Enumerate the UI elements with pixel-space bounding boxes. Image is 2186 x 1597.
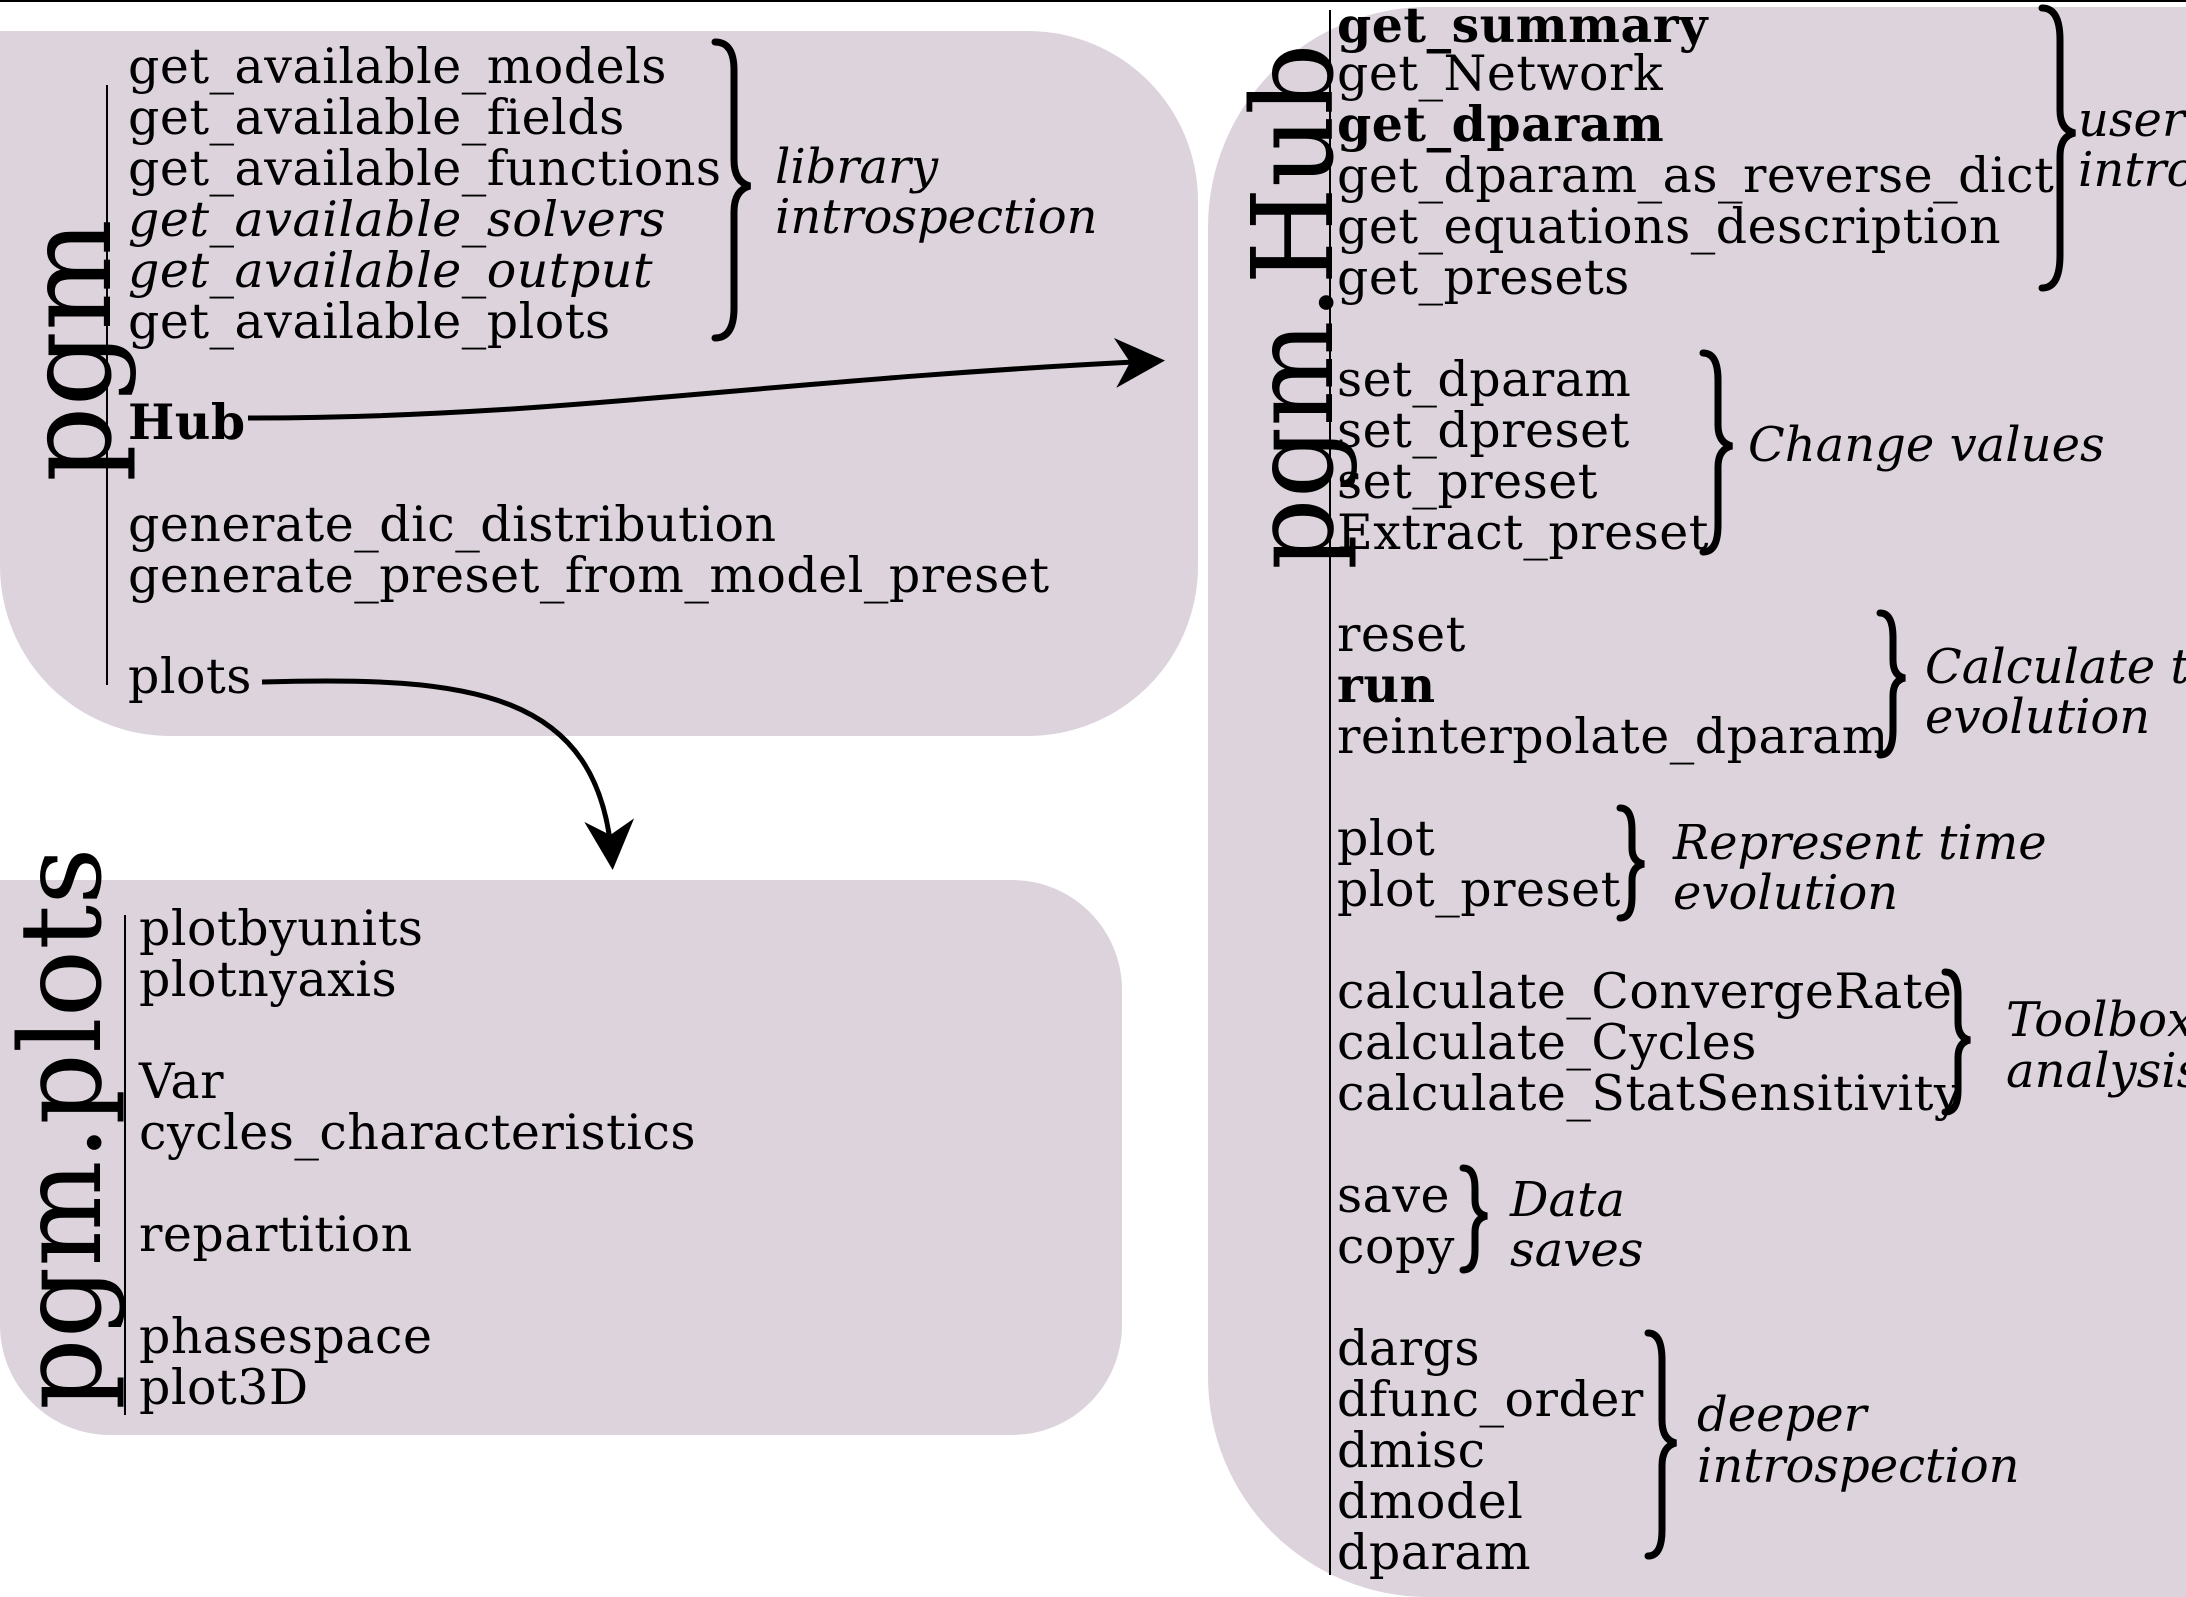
hub-get-equations-description[interactable]: get_equations_description — [1337, 198, 2002, 255]
plots-var[interactable]: Var — [139, 1053, 225, 1110]
plots-plot3d[interactable]: plot3D — [139, 1359, 309, 1416]
pgm-divider — [106, 85, 108, 685]
hub-dparam[interactable]: dparam — [1337, 1524, 1532, 1581]
hub-dmisc[interactable]: dmisc — [1337, 1422, 1486, 1479]
brace-toolbox-analysis — [1941, 968, 1971, 1116]
hub-extract-preset[interactable]: Extract_preset — [1337, 504, 1709, 561]
hub-get-network[interactable]: get_Network — [1337, 45, 1664, 102]
pgm-generate-dic-distribution[interactable]: generate_dic_distribution — [128, 496, 777, 553]
hub-reset[interactable]: reset — [1337, 606, 1466, 663]
change-values-label: Change values — [1748, 417, 2105, 473]
toolbox-analysis-label-line1: Toolbox — [2006, 992, 2186, 1048]
hub-reinterpolate-dparam[interactable]: reinterpolate_dparam — [1337, 708, 1889, 765]
pgm-get-available-fields[interactable]: get_available_fields — [128, 89, 625, 146]
pgm-hub-divider — [1329, 10, 1331, 1575]
calculate-evolution-label-line2: evolution — [1925, 689, 2151, 745]
hub-get-presets[interactable]: get_presets — [1337, 249, 1630, 306]
calculate-evolution-label-line1: Calculate t — [1925, 639, 2186, 695]
pgm-generate-preset-from-model-preset[interactable]: generate_preset_from_model_preset — [128, 547, 1050, 604]
pgm-get-available-solvers[interactable]: get_available_solvers — [128, 191, 666, 248]
data-saves-label-line1: Data — [1510, 1172, 1626, 1228]
hub-get-dparam-as-reverse-dict[interactable]: get_dparam_as_reverse_dict — [1337, 147, 2055, 204]
arrow-hub-to-pgm-hub — [247, 337, 1165, 421]
hub-dmodel[interactable]: dmodel — [1337, 1473, 1524, 1530]
hub-plot-preset[interactable]: plot_preset — [1337, 861, 1621, 918]
hub-calculate-convergerate[interactable]: calculate_ConvergeRate — [1337, 963, 1953, 1020]
user-introspection-label-line2: intro — [2078, 142, 2186, 198]
pgm-plots-panel — [0, 880, 1122, 1435]
hub-plot[interactable]: plot — [1337, 810, 1436, 867]
pgm-hub-panel — [1208, 7, 2186, 1597]
arrow-plots-to-pgm-plots — [261, 678, 635, 870]
hub-calculate-statsensitivity[interactable]: calculate_StatSensitivity — [1337, 1065, 1963, 1122]
top-border-line — [0, 0, 2186, 2]
pgm-panel — [0, 31, 1198, 736]
pgm-get-available-output[interactable]: get_available_output — [128, 242, 654, 299]
brace-user-introspection — [2038, 4, 2076, 292]
hub-get-summary[interactable]: get_summary — [1337, 0, 1709, 54]
hub-run[interactable]: run — [1337, 656, 1436, 714]
pgm-plots-divider — [124, 915, 126, 1415]
deeper-introspection-label-line2: introspection — [1697, 1438, 2020, 1494]
plots-cycles-characteristics[interactable]: cycles_characteristics — [139, 1104, 697, 1161]
hub-dfunc-order[interactable]: dfunc_order — [1337, 1371, 1644, 1428]
pgm-get-available-functions[interactable]: get_available_functions — [128, 140, 722, 197]
represent-time-evolution-label-line2: evolution — [1673, 865, 1899, 921]
data-saves-label-line2: saves — [1510, 1222, 1644, 1278]
represent-time-evolution-label-line1: Represent time — [1673, 815, 2047, 871]
toolbox-analysis-label-line2: analysis — [2006, 1043, 2186, 1099]
pgm-plots-item[interactable]: plots — [128, 648, 252, 705]
hub-calculate-cycles[interactable]: calculate_Cycles — [1337, 1014, 1757, 1071]
hub-copy[interactable]: copy — [1337, 1218, 1455, 1275]
brace-deeper-introspection — [1644, 1329, 1678, 1560]
brace-library-introspection — [711, 38, 752, 342]
hub-set-preset[interactable]: set_preset — [1337, 453, 1598, 510]
brace-data-saves — [1459, 1164, 1488, 1274]
brace-represent-time-evolution — [1616, 804, 1645, 922]
hub-set-dpreset[interactable]: set_dpreset — [1337, 402, 1630, 459]
brace-calculate-evolution — [1876, 609, 1906, 759]
library-introspection-label-line1: library — [775, 139, 939, 195]
pgm-hub-item[interactable]: Hub — [128, 393, 246, 451]
plots-repartition[interactable]: repartition — [139, 1206, 413, 1263]
plots-phasespace[interactable]: phasespace — [139, 1308, 433, 1365]
hub-get-dparam[interactable]: get_dparam — [1337, 95, 1665, 153]
library-introspection-label-line2: introspection — [775, 189, 1098, 245]
deeper-introspection-label-line1: deeper — [1697, 1387, 1867, 1443]
plots-plotbyunits[interactable]: plotbyunits — [139, 900, 424, 957]
plots-plotnyaxis[interactable]: plotnyaxis — [139, 951, 398, 1008]
hub-save[interactable]: save — [1337, 1167, 1451, 1224]
pgm-get-available-plots[interactable]: get_available_plots — [128, 293, 611, 350]
user-introspection-label-line1: user- — [2078, 92, 2186, 148]
pgm-get-available-models[interactable]: get_available_models — [128, 38, 667, 95]
hub-set-dparam[interactable]: set_dparam — [1337, 351, 1632, 408]
brace-change-values — [1699, 349, 1733, 556]
hub-dargs[interactable]: dargs — [1337, 1320, 1481, 1377]
